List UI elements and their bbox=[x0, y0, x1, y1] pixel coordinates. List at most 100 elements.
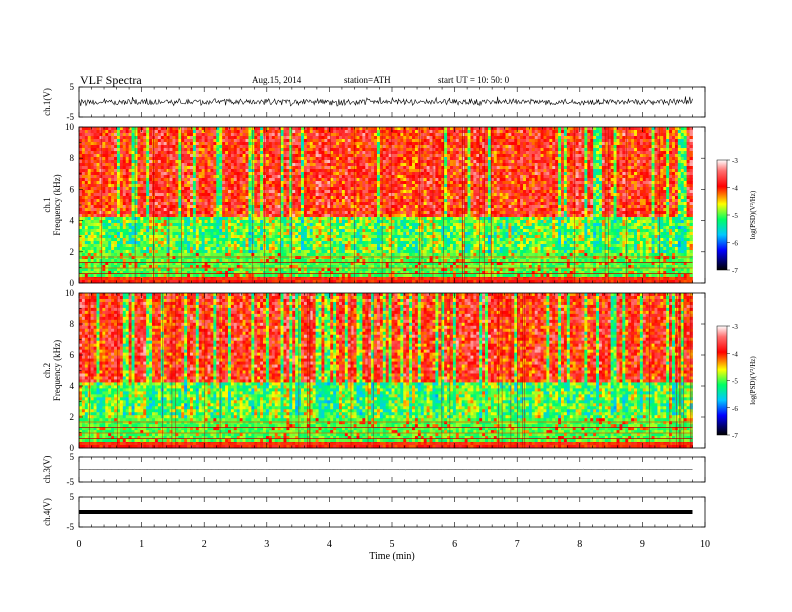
ch1-spectrogram-cell bbox=[129, 142, 132, 145]
ch1-spectrogram-cell bbox=[143, 241, 146, 244]
ch1-spectrogram-cell bbox=[149, 172, 152, 175]
ch1-spectrogram-cell bbox=[143, 133, 146, 136]
ch1-spectrogram-cell bbox=[137, 184, 140, 187]
ch1-spectrogram-cell bbox=[129, 247, 132, 250]
ch1-spectrogram-cell bbox=[114, 232, 117, 235]
ch1-spectrogram-cell bbox=[126, 190, 129, 193]
ch1-spectrogram-cell bbox=[91, 169, 94, 172]
ch1-spectrogram-cell bbox=[158, 187, 161, 190]
ch1-spectrogram-cell bbox=[140, 217, 143, 220]
ch1-spectrogram-cell bbox=[88, 187, 91, 190]
ch1-spectrogram-cell bbox=[99, 148, 102, 151]
ch1-spectrogram-cell bbox=[129, 232, 132, 235]
ch1-spectrogram-cell bbox=[105, 241, 108, 244]
ch1-spectrogram-cell bbox=[97, 178, 100, 181]
ch1-spectrogram-cell bbox=[111, 202, 114, 205]
ch1-spectrogram-cell bbox=[97, 232, 100, 235]
ch1-spectrogram-cell bbox=[114, 163, 117, 166]
ch1-spectrogram-cell bbox=[143, 208, 146, 211]
ch1-spectrogram-cell bbox=[88, 136, 91, 139]
ch1-spectrogram-cell bbox=[105, 178, 108, 181]
ch1-spectrogram-cell bbox=[126, 253, 129, 256]
ch1-spectrogram-cell bbox=[129, 208, 132, 211]
ch1-spectrogram-cell bbox=[140, 238, 143, 241]
ch1-spectrogram-cell bbox=[158, 166, 161, 169]
ch1-spectrogram-cell bbox=[149, 220, 152, 223]
ch1-spectrogram-cell bbox=[79, 253, 82, 256]
ch1-spectrogram-cell bbox=[79, 268, 82, 271]
ch1-spectrogram-cell bbox=[137, 247, 140, 250]
ch1-spectrogram-cell bbox=[114, 133, 117, 136]
ch1-spectrogram-cell bbox=[102, 199, 105, 202]
ch1-spectrogram-cell bbox=[129, 163, 132, 166]
ch1-spectrogram-cell bbox=[140, 148, 143, 151]
ch1-spectrogram-cell bbox=[132, 238, 135, 241]
ch1-spectrogram-cell bbox=[105, 199, 108, 202]
ch1-spectrogram-cell bbox=[123, 187, 126, 190]
ch1-spectrogram-cell bbox=[149, 223, 152, 226]
ch1-spectrogram-cell bbox=[102, 169, 105, 172]
ch1-spectrogram-cell bbox=[170, 169, 173, 172]
ch1-spectrogram-cell bbox=[170, 157, 173, 160]
ch1-spectrogram-cell bbox=[108, 274, 111, 277]
ch1-spectrogram-cell bbox=[79, 151, 82, 154]
ch1-spectrogram-cell bbox=[114, 169, 117, 172]
ch1-spectrogram-cell bbox=[79, 175, 82, 178]
ch1-spectrogram-cell bbox=[167, 214, 170, 217]
ch1-spectrogram-cell bbox=[167, 268, 170, 271]
ch1-spectrogram-cell bbox=[105, 226, 108, 229]
ch1-spectrogram-cell bbox=[164, 175, 167, 178]
ch1-spectrogram-cell bbox=[108, 238, 111, 241]
ch1-spectrogram-cell bbox=[123, 223, 126, 226]
ch1-spectrogram-cell bbox=[132, 274, 135, 277]
ch1-spectrogram-cell bbox=[82, 235, 85, 238]
ch1-spectrogram-cell bbox=[102, 235, 105, 238]
ch1-spectrogram-cell bbox=[170, 142, 173, 145]
ch1-spectrogram-cell bbox=[117, 184, 120, 187]
ch1-spectrogram-cell bbox=[137, 202, 140, 205]
ch1-spectrogram-cell bbox=[91, 196, 94, 199]
ch1-spectrogram-cell bbox=[129, 148, 132, 151]
ch1-spectrogram-cell bbox=[99, 196, 102, 199]
ch1-spectrogram-cell bbox=[123, 214, 126, 217]
ch1-spectrogram-cell bbox=[91, 253, 94, 256]
ch1-spectrogram-cell bbox=[143, 247, 146, 250]
ch1-spectrogram-cell bbox=[85, 274, 88, 277]
ch1-spectrogram-cell bbox=[146, 172, 149, 175]
ch1-spectrogram-cell bbox=[126, 217, 129, 220]
ch1-spectrogram-cell bbox=[117, 193, 120, 196]
ch1-spectrogram-cell bbox=[85, 145, 88, 148]
ch1-spectrogram-cell bbox=[79, 169, 82, 172]
ch1-spectrogram-cell bbox=[105, 154, 108, 157]
ch1-spectrogram-cell bbox=[129, 166, 132, 169]
ch1-spectrogram-cell bbox=[105, 256, 108, 259]
ch1-spectrogram-cell bbox=[137, 133, 140, 136]
ch1-spectrogram-cell bbox=[149, 154, 152, 157]
ch1-spectrogram-cell bbox=[102, 211, 105, 214]
ch1-spectrogram-cell bbox=[117, 217, 120, 220]
ch1-spectrogram-cell bbox=[108, 163, 111, 166]
ch1-spectrogram-cell bbox=[137, 139, 140, 142]
ch1-spectrogram-cell bbox=[108, 157, 111, 160]
ch1-spectrogram-cell bbox=[105, 247, 108, 250]
ch1-spectrogram-cell bbox=[105, 223, 108, 226]
ch1-spectrogram-cell bbox=[117, 178, 120, 181]
ch1-spectrogram-cell bbox=[164, 184, 167, 187]
ch1-spectrogram-cell bbox=[97, 256, 100, 259]
ch1-spectrogram-cell bbox=[88, 151, 91, 154]
ch1-spectrogram-cell bbox=[102, 181, 105, 184]
ch1-spectrogram-cell bbox=[85, 181, 88, 184]
ch1-spectrogram-cell bbox=[137, 196, 140, 199]
ch1-spectrogram-cell bbox=[91, 157, 94, 160]
ch1-spectrogram-cell bbox=[108, 244, 111, 247]
ch1-spectrogram-cell bbox=[94, 139, 97, 142]
ch1-spectrogram-cell bbox=[170, 166, 173, 169]
ch1-spectrogram-cell bbox=[111, 169, 114, 172]
ch1-spectrogram-cell bbox=[111, 241, 114, 244]
ch1-spectrogram-cell bbox=[161, 202, 164, 205]
ch1-spectrogram-cell bbox=[137, 151, 140, 154]
ch1-spectrogram-cell bbox=[85, 154, 88, 157]
ch1-spectrogram-cell bbox=[108, 190, 111, 193]
ch1-spectrogram-cell bbox=[143, 184, 146, 187]
ch1-spectrogram-cell bbox=[111, 235, 114, 238]
